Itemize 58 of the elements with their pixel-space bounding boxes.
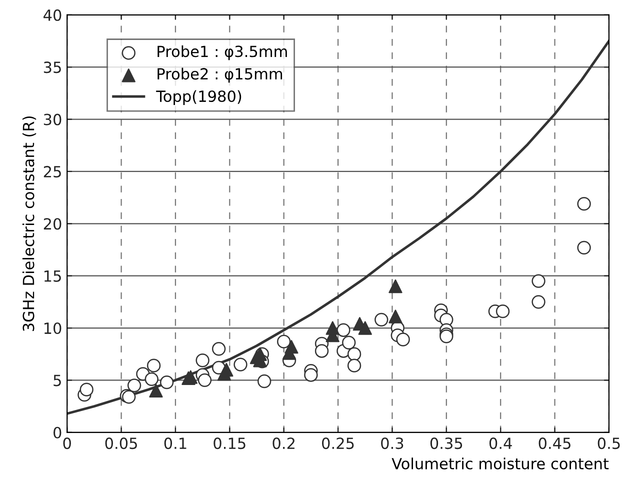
- x-tick-label: 0.25: [322, 438, 354, 450]
- point: [532, 295, 546, 309]
- y-tick-label: 10: [44, 322, 62, 334]
- x-tick-label: 0.4: [489, 438, 512, 450]
- point: [577, 196, 591, 211]
- x-tick-label: 0.2: [272, 438, 294, 450]
- point: [358, 321, 372, 335]
- line-series: [67, 40, 609, 415]
- point: [234, 358, 248, 372]
- point: [336, 323, 350, 337]
- point: [396, 332, 410, 346]
- point: [388, 279, 402, 294]
- x-tick-label: 0.5: [598, 438, 620, 450]
- point: [220, 362, 234, 377]
- point: [258, 374, 272, 388]
- y-tick-label: 20: [44, 218, 62, 230]
- point: [160, 375, 174, 390]
- point: [532, 274, 546, 288]
- legend-label: Probe1 : φ3.5mm: [158, 45, 287, 60]
- x-tick-label: 0.1: [164, 438, 186, 450]
- point: [496, 304, 510, 318]
- point: [144, 372, 158, 386]
- x-tick-label: 0.05: [105, 438, 137, 450]
- y-tick-label: 35: [44, 62, 61, 74]
- point: [80, 382, 94, 396]
- y-axis-title: 3GHz Dielectric constant (R): [22, 116, 36, 331]
- point: [342, 336, 356, 350]
- x-tick-label: 0.35: [430, 438, 462, 450]
- x-tick-label: 0.15: [214, 438, 246, 450]
- y-tick-label: 30: [44, 114, 62, 126]
- point: [440, 330, 454, 344]
- point: [347, 358, 362, 372]
- y-tick-label: 40: [44, 9, 62, 21]
- point: [374, 312, 388, 327]
- point: [149, 384, 163, 398]
- point: [196, 354, 210, 368]
- y-tick-label: 15: [44, 270, 61, 282]
- point: [212, 342, 226, 356]
- legend-label: Topp(1980): [156, 90, 242, 105]
- legend-label: Probe2 : φ15mm: [158, 68, 282, 83]
- point: [127, 378, 142, 392]
- point: [198, 373, 212, 388]
- x-tick-label: 0.3: [381, 438, 404, 450]
- point: [277, 334, 291, 348]
- point: [577, 240, 591, 254]
- point: [284, 340, 298, 354]
- x-tick-label: 0: [63, 438, 71, 450]
- x-tick-label: 0.45: [538, 438, 570, 450]
- point: [388, 310, 402, 324]
- y-tick-label: 0: [54, 426, 62, 438]
- y-tick-label: 5: [54, 374, 61, 386]
- y-tick-label: 25: [44, 166, 61, 178]
- point: [304, 368, 318, 382]
- point: [146, 358, 161, 372]
- point: [326, 321, 340, 335]
- point: [314, 344, 329, 358]
- point: [122, 390, 136, 404]
- x-axis-title: Volumetric moisture content: [392, 458, 609, 470]
